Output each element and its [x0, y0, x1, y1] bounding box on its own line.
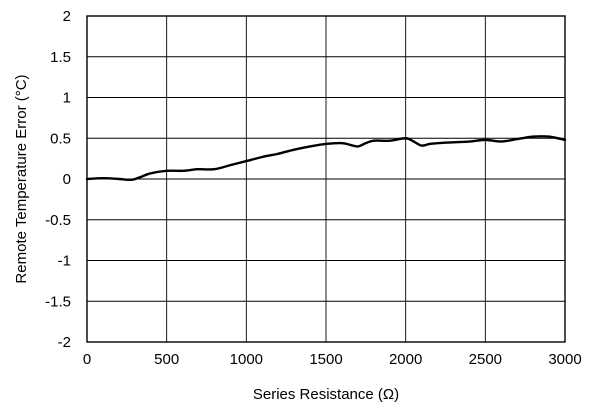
x-tick-label: 1500 [309, 351, 342, 368]
plot-frame [86, 15, 566, 343]
x-tick-label: 1000 [230, 351, 263, 368]
y-tick-label: 0 [63, 171, 71, 188]
y-axis-label: Remote Temperature Error (°C) [13, 74, 30, 283]
x-tick-label: 0 [83, 351, 91, 368]
y-tick-label: -2 [58, 334, 71, 351]
y-tick-label: 1 [63, 90, 71, 107]
x-tick-label: 3000 [548, 351, 581, 368]
y-tick-label: -1 [58, 253, 71, 270]
grid [87, 16, 565, 342]
x-tick-label: 500 [154, 351, 179, 368]
x-axis-ticks: 0 500 1000 1500 2000 2500 3000 [83, 351, 582, 368]
y-tick-label: -1.5 [45, 293, 71, 310]
y-tick-label: 0.5 [50, 130, 71, 147]
x-tick-label: 2000 [389, 351, 422, 368]
y-tick-label: 1.5 [50, 49, 71, 66]
x-tick-label: 2500 [469, 351, 502, 368]
series-line [85, 135, 567, 182]
y-tick-label: 2 [63, 8, 71, 25]
y-tick-label: -0.5 [45, 212, 71, 229]
y-axis-ticks: 2 1.5 1 0.5 0 -0.5 -1 -1.5 -2 [45, 8, 71, 351]
x-axis-label: Series Resistance (Ω) [253, 386, 399, 403]
